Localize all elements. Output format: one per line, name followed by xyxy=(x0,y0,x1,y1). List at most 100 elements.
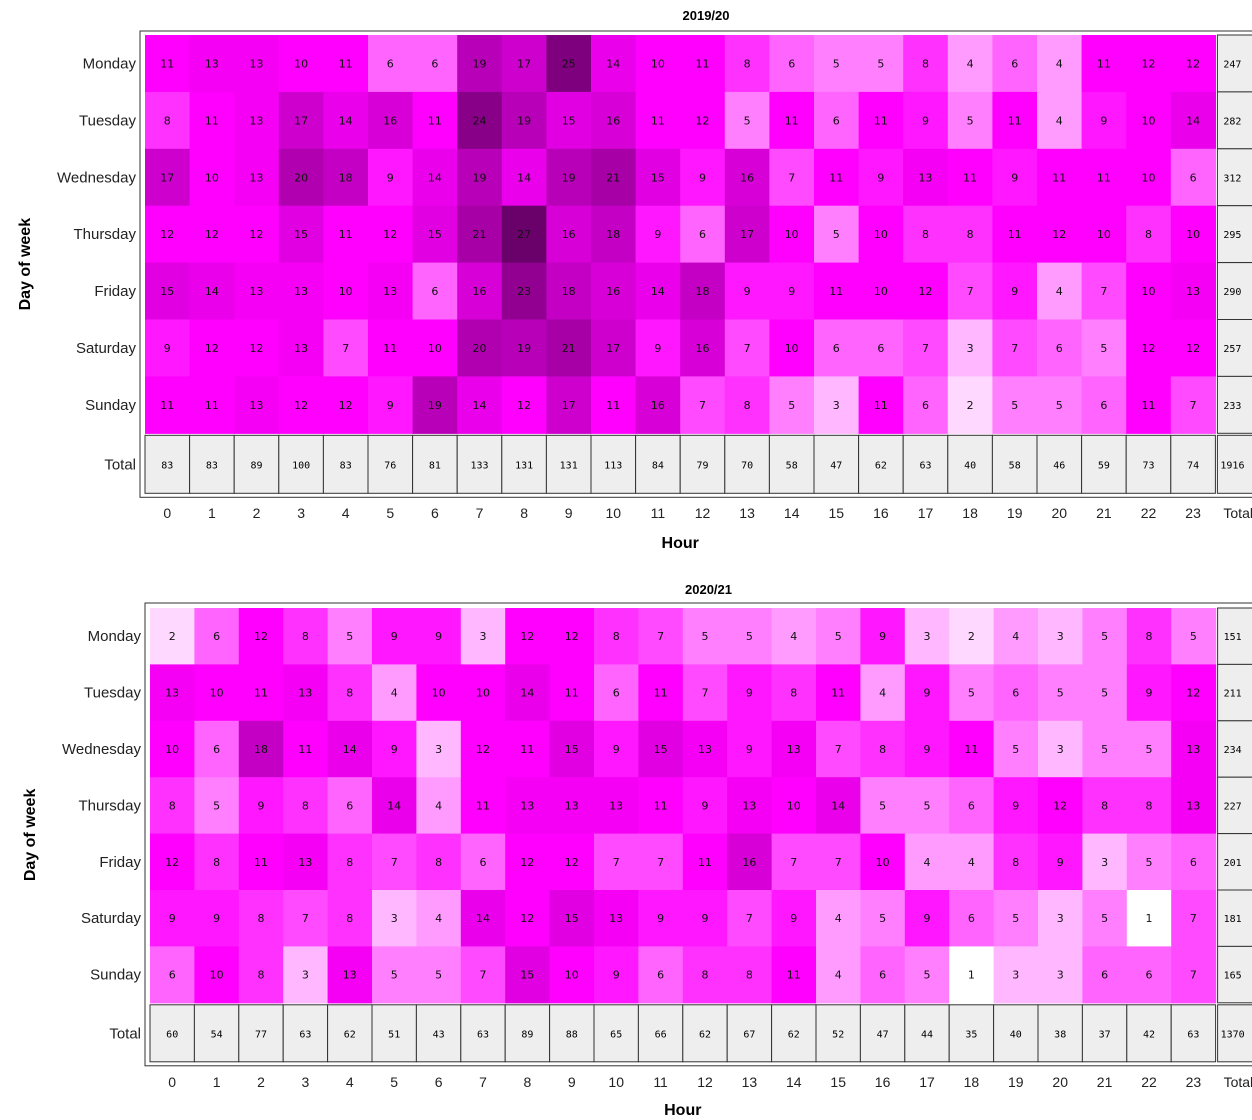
heatmap-cell xyxy=(194,720,240,778)
cell-value: 4 xyxy=(391,687,398,700)
cell-value: 16 xyxy=(473,285,487,298)
heatmap-cell xyxy=(416,833,462,891)
row-label: Sunday xyxy=(90,967,141,984)
cell-value: 9 xyxy=(702,912,709,925)
column-tick-label: 23 xyxy=(1185,505,1201,521)
heatmap-cell xyxy=(635,148,681,207)
heatmap-cell xyxy=(904,833,950,891)
heatmap-cell xyxy=(238,777,284,835)
col-total-cell xyxy=(149,1004,195,1063)
cell-value: 11 xyxy=(520,743,534,756)
row-label: Friday xyxy=(99,854,141,871)
cell-value: 9 xyxy=(746,743,753,756)
col-total-cell xyxy=(813,434,860,494)
cell-value: 11 xyxy=(428,114,442,127)
cell-value: 18 xyxy=(339,171,353,184)
heatmap-cell xyxy=(1171,720,1217,778)
heatmap-cell xyxy=(771,890,817,947)
heatmap-cell xyxy=(505,664,551,722)
cell-value: 17 xyxy=(517,57,531,70)
cell-value: 7 xyxy=(702,687,709,700)
heatmap-cell xyxy=(860,608,906,665)
col-total-value: 131 xyxy=(560,460,578,471)
heatmap-cell xyxy=(194,777,240,835)
heatmap-cell xyxy=(505,833,551,891)
cell-value: 19 xyxy=(473,57,487,70)
cell-value: 11 xyxy=(831,687,845,700)
cell-value: 12 xyxy=(520,856,534,869)
heatmap-cell xyxy=(992,205,1038,264)
cell-value: 6 xyxy=(613,687,620,700)
cell-value: 16 xyxy=(742,856,756,869)
heatmap-cell xyxy=(238,664,284,722)
heatmap-cell xyxy=(457,35,503,93)
cell-value: 8 xyxy=(346,856,353,869)
cell-value: 5 xyxy=(968,687,975,700)
cell-value: 7 xyxy=(746,912,753,925)
cell-value: 12 xyxy=(919,285,933,298)
y-axis-title: Day of week xyxy=(22,789,39,882)
heatmap-cell xyxy=(1126,720,1172,778)
column-tick-label: 16 xyxy=(875,1074,891,1090)
heatmap-cell xyxy=(457,319,503,377)
cell-value: 8 xyxy=(1145,228,1152,241)
column-tick-label: 13 xyxy=(739,505,755,521)
col-total-cell xyxy=(460,1004,506,1063)
grand-total-cell xyxy=(1216,434,1252,494)
heatmap-cell xyxy=(858,91,904,150)
heatmap-cell xyxy=(727,608,773,665)
column-tick-label: 15 xyxy=(830,1074,846,1090)
column-tick-label: 22 xyxy=(1141,505,1157,521)
column-tick-label: 23 xyxy=(1186,1074,1202,1090)
cell-value: 11 xyxy=(1052,171,1066,184)
heatmap-cell xyxy=(771,833,817,891)
cell-value: 11 xyxy=(963,171,977,184)
cell-value: 5 xyxy=(1056,399,1063,412)
cell-value: 27 xyxy=(517,228,531,241)
cell-value: 11 xyxy=(1097,57,1111,70)
cell-value: 12 xyxy=(383,228,397,241)
heatmap-cell xyxy=(860,720,906,778)
heatmap-cell xyxy=(412,205,458,264)
cell-value: 7 xyxy=(835,743,842,756)
row-total-cell xyxy=(1216,148,1252,207)
cell-value: 9 xyxy=(213,912,220,925)
heatmap-cell xyxy=(769,35,815,93)
heatmap-cell xyxy=(189,148,235,207)
col-total-value: 63 xyxy=(477,1029,489,1040)
cell-value: 9 xyxy=(702,799,709,812)
heatmap-cell xyxy=(238,608,284,665)
cell-value: 5 xyxy=(746,630,753,643)
cell-value: 4 xyxy=(835,969,842,982)
heatmap-cell xyxy=(993,946,1039,1004)
cell-value: 4 xyxy=(1056,57,1063,70)
cell-value: 19 xyxy=(517,342,531,355)
cell-value: 6 xyxy=(213,630,220,643)
heatmap-cell xyxy=(368,262,414,321)
col-total-value: 62 xyxy=(344,1029,356,1040)
heatmap-cell xyxy=(816,833,861,891)
row-total-value: 290 xyxy=(1223,287,1241,298)
cell-value: 12 xyxy=(1053,799,1067,812)
heatmap-cell xyxy=(1126,262,1172,321)
cell-value: 8 xyxy=(258,969,265,982)
row-label: Friday xyxy=(94,283,136,300)
heatmap-cell xyxy=(234,35,280,93)
cell-value: 9 xyxy=(387,399,394,412)
cell-value: 11 xyxy=(1142,399,1156,412)
heatmap-cell xyxy=(594,890,639,947)
col-total-cell xyxy=(947,434,993,494)
cell-value: 8 xyxy=(302,630,309,643)
cell-value: 3 xyxy=(302,969,309,982)
cell-value: 18 xyxy=(696,285,710,298)
cell-value: 7 xyxy=(835,856,842,869)
heatmap-cell xyxy=(591,91,637,150)
heatmap-cell xyxy=(145,35,191,93)
cell-value: 5 xyxy=(833,57,840,70)
cell-value: 5 xyxy=(879,912,886,925)
col-total-value: 81 xyxy=(429,460,441,471)
heatmap-cell xyxy=(283,720,329,778)
col-total-cell xyxy=(327,1004,373,1063)
col-total-value: 79 xyxy=(696,460,708,471)
cell-value: 20 xyxy=(473,342,487,355)
